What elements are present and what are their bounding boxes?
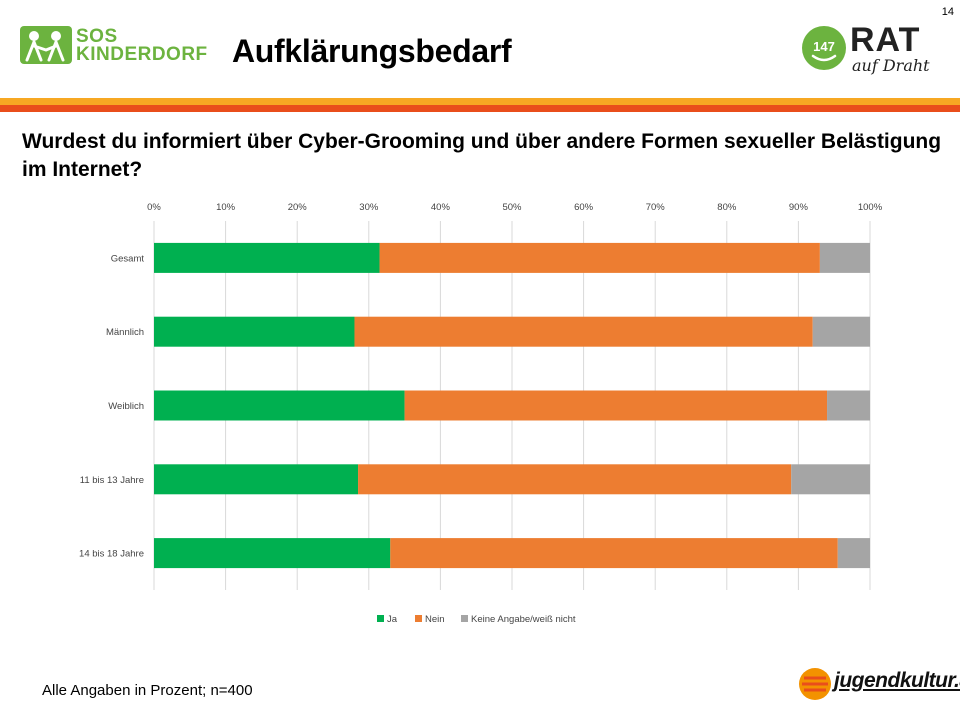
category-label: 14 bis 18 Jahre (79, 549, 144, 560)
bar-segment-keine-angabe-wei-nicht (819, 242, 870, 273)
bar-segment-keine-angabe-wei-nicht (827, 390, 870, 421)
x-tick-label: 0% (147, 202, 161, 213)
bar-segment-ja (154, 316, 355, 347)
header-band-orange (0, 98, 960, 105)
bar-segment-nein (404, 390, 828, 421)
category-label: Gesamt (111, 253, 145, 264)
jugendkultur-wordmark: jugendkultur.at (834, 669, 960, 692)
legend-swatch-2 (461, 615, 468, 622)
x-tick-label: 20% (288, 202, 308, 213)
bar-segment-ja (154, 464, 359, 495)
bar-segment-keine-angabe-wei-nicht (837, 538, 870, 569)
legend-label: Nein (425, 614, 445, 625)
x-tick-label: 70% (646, 202, 666, 213)
rat-logo-name: RAT (850, 21, 921, 59)
rat-logo-number: 147 (813, 39, 835, 54)
sos-logo-line2: KINDERDORF (76, 44, 208, 65)
rat-logo-tagline: auf Draht (852, 56, 930, 75)
jugendkultur-logo-icon (799, 668, 831, 700)
bar-segment-keine-angabe-wei-nicht (791, 464, 870, 495)
x-tick-label: 10% (216, 202, 236, 213)
x-tick-label: 30% (359, 202, 379, 213)
bar-segment-nein (354, 316, 813, 347)
category-label: Weiblich (108, 401, 144, 412)
rat-auf-draht-logo: 147 (802, 26, 846, 70)
x-tick-label: 80% (717, 202, 737, 213)
footer-note: Alle Angaben in Prozent; n=400 (42, 682, 253, 699)
x-tick-label: 90% (789, 202, 809, 213)
legend-swatch-1 (415, 615, 422, 622)
bar-segment-ja (154, 242, 380, 273)
bar-segment-ja (154, 538, 391, 569)
category-label: Männlich (106, 327, 144, 338)
bar-segment-keine-angabe-wei-nicht (812, 316, 870, 347)
x-tick-label: 60% (574, 202, 594, 213)
slide-number: 14 (941, 6, 954, 18)
header-band-red (0, 105, 960, 112)
bar-segment-nein (379, 242, 820, 273)
sos-kinderdorf-logo (20, 26, 72, 64)
survey-question: Wurdest du informiert über Cyber-Groomin… (22, 130, 942, 181)
x-tick-label: 40% (431, 202, 451, 213)
sos-kinderdorf-wordmark: SOS KINDERDORF (76, 26, 208, 65)
bar-segment-nein (390, 538, 838, 569)
bar-segment-nein (358, 464, 792, 495)
legend-label: Ja (387, 614, 398, 625)
bar-segment-ja (154, 390, 405, 421)
x-tick-label: 100% (858, 202, 883, 213)
sos-logo-line1: SOS (76, 26, 118, 47)
slide-title: Aufklärungsbedarf (232, 33, 512, 69)
legend-label: Keine Angabe/weiß nicht (471, 614, 576, 625)
legend-swatch-0 (377, 615, 384, 622)
category-label: 11 bis 13 Jahre (80, 475, 144, 486)
x-tick-label: 50% (502, 202, 522, 213)
